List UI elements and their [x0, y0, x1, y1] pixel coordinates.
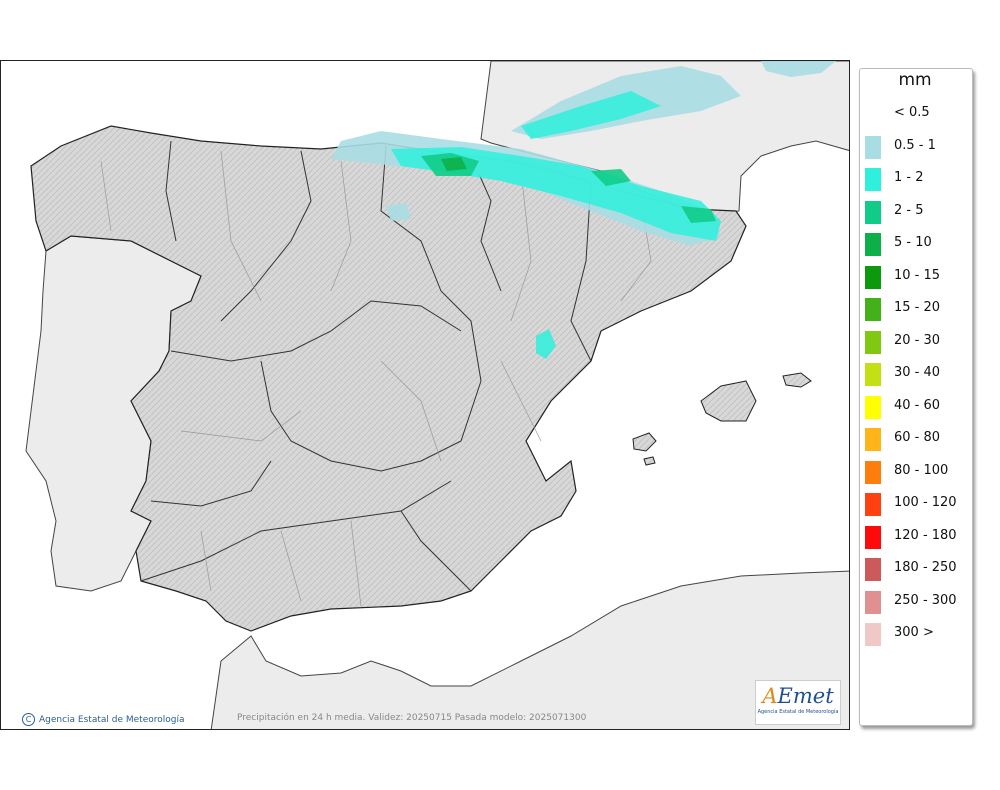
legend-swatch [865, 493, 881, 516]
legend-swatch [865, 395, 881, 419]
copyright-icon: C [22, 713, 35, 726]
legend-swatch [865, 558, 881, 581]
legend-label: 80 - 100 [894, 462, 949, 478]
mallorca-land [700, 380, 757, 422]
legend-unit: mm [898, 70, 932, 90]
legend-swatch [865, 525, 881, 549]
legend-swatch [865, 135, 881, 159]
legend-label: < 0.5 [894, 105, 930, 120]
legend-label: 60 - 80 [894, 430, 941, 445]
legend-label: 250 - 300 [894, 592, 957, 608]
ibiza-land [632, 432, 657, 452]
legend-swatch [865, 428, 881, 451]
legend-swatch [865, 623, 881, 646]
map-caption: Precipitación en 24 h media. Validez: 20… [237, 713, 587, 723]
legend-label: 100 - 120 [894, 495, 957, 510]
logo-subtitle: Agencia Estatal de Meteorología [757, 709, 839, 715]
precipitation-map [0, 60, 850, 730]
legend-swatch [865, 298, 881, 321]
credit-line: C Agencia Estatal de Meteorología [22, 713, 185, 726]
legend-label: 120 - 180 [894, 527, 957, 543]
legend-label: 15 - 20 [894, 300, 941, 315]
precip-2-5 [421, 153, 716, 223]
legend-swatch [865, 233, 881, 256]
formentera-land [643, 456, 656, 466]
aemet-logo: AEmet Agencia Estatal de Meteorología [755, 680, 841, 725]
africa-land [210, 570, 849, 729]
credit-text: Agencia Estatal de Meteorología [39, 715, 185, 725]
legend-swatch [865, 330, 881, 354]
legend-label: 1 - 2 [894, 170, 924, 185]
legend-swatch [865, 265, 881, 289]
legend-label: 40 - 60 [894, 397, 941, 413]
legend-label: 300 > [894, 625, 934, 640]
legend-label: 0.5 - 1 [894, 137, 936, 153]
map-canvas [1, 61, 849, 729]
provincial-borders [100, 150, 652, 607]
legend-label: 2 - 5 [894, 202, 924, 218]
legend-swatch [865, 590, 881, 614]
legend-swatch [865, 103, 881, 126]
legend-label: 10 - 15 [894, 267, 941, 283]
precip-5-10 [441, 157, 467, 171]
menorca-land [782, 372, 812, 388]
legend-swatch [865, 168, 881, 191]
legend-label: 5 - 10 [894, 235, 932, 250]
legend-label: 180 - 250 [894, 560, 957, 575]
regional-borders [140, 140, 592, 592]
legend-swatch [865, 460, 881, 484]
legend-label: 20 - 30 [894, 332, 941, 348]
legend-swatch [865, 200, 881, 224]
legend-swatch [865, 363, 881, 386]
logo-wordmark: AEmet [762, 684, 834, 708]
legend-label: 30 - 40 [894, 365, 941, 380]
legend: mm < 0.5 0.5 - 1 1 - 2 2 - 5 5 - 10 10 - 15 15… [859, 68, 973, 726]
